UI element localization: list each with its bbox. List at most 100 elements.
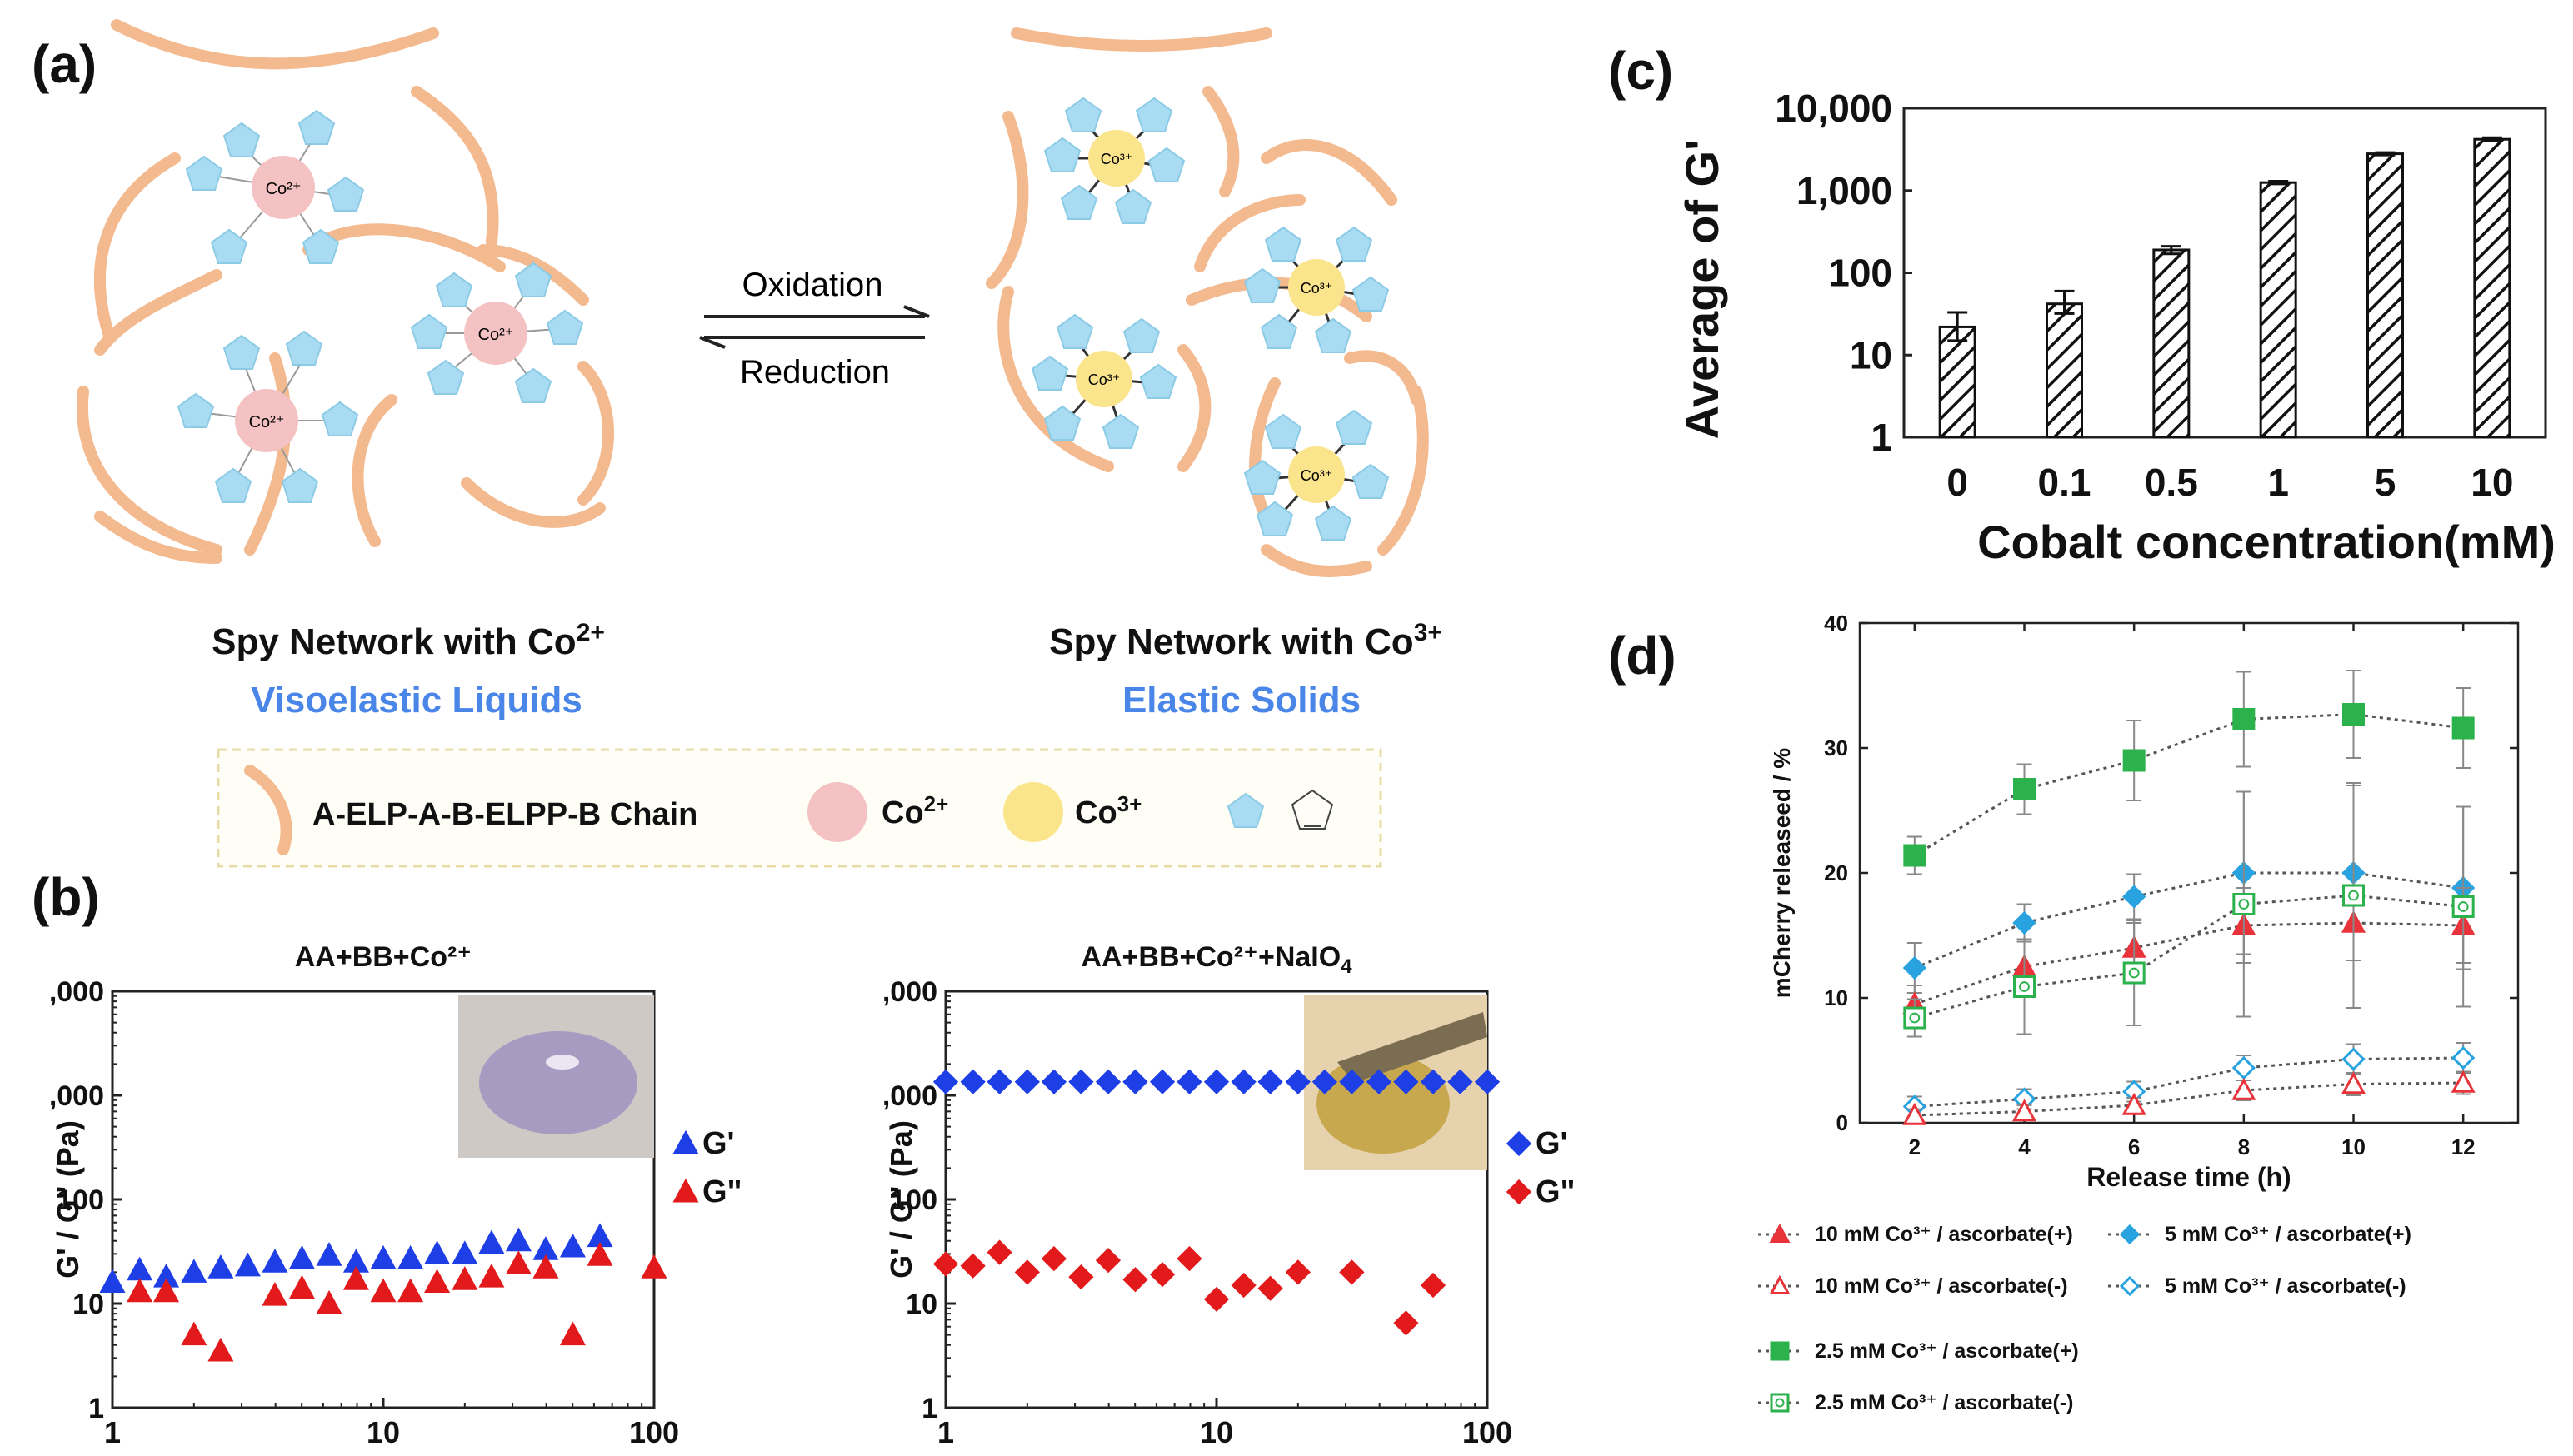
data-point (1177, 1245, 1202, 1272)
data-point-inner (2348, 890, 2359, 901)
data-point (1257, 1069, 1283, 1094)
tweezer (1337, 1012, 1487, 1083)
legend-marker (1506, 1179, 1532, 1205)
data-point (1122, 1069, 1148, 1094)
y-tick-label: 10 (1850, 333, 1892, 376)
data-point (2121, 1092, 2146, 1115)
data-point (397, 1244, 424, 1269)
co3-ion-label: Co³⁺ (1088, 371, 1121, 388)
y-tick-label: 10,000 (1775, 87, 1892, 130)
plot-frame (1858, 621, 2520, 1124)
series-g-double-prime (932, 1239, 1446, 1336)
data-point (1095, 1248, 1122, 1274)
data-point-box (2122, 961, 2146, 985)
gel-highlight (546, 1055, 579, 1070)
data-point (559, 1321, 586, 1346)
left-co2-center-1: Co²⁺ (186, 110, 364, 264)
data-point (960, 1069, 986, 1094)
data-point (960, 1253, 986, 1279)
gel-drop (479, 1031, 637, 1134)
legend-label: 10 mM Co³⁺ / ascorbate(+) (1815, 1223, 2073, 1246)
right-co3-center-3: Co³⁺ (1032, 314, 1177, 449)
y-tick-label: 100 (890, 1184, 937, 1216)
data-point (932, 1251, 959, 1277)
x-tick-label: 100 (629, 1415, 679, 1449)
right-co3-center-1: Co³⁺ (1044, 97, 1185, 224)
series-line (1914, 894, 2464, 1020)
legend-entry: 5 mM Co³⁺ / ascorbate(+) (2108, 1223, 2411, 1246)
data-point-box (2451, 716, 2475, 740)
data-point (1339, 1069, 1365, 1094)
legend-marker (1506, 1130, 1532, 1157)
x-axis-label: Cobalt concentration(mM) (1977, 516, 2556, 568)
data-point-inner (1909, 1012, 1921, 1024)
series-3 (1903, 782, 2475, 1038)
data-point (478, 1229, 505, 1254)
legend-marker (1770, 1341, 1790, 1361)
legend-label: G" (1536, 1174, 1576, 1209)
series-line (1914, 1081, 2464, 1117)
chart-title: AA+BB+Co²⁺+NaIO4 (1081, 941, 1352, 978)
data-point (2122, 749, 2146, 772)
data-point-box (1903, 844, 1926, 867)
series-line (1914, 1056, 2464, 1108)
data-point (2451, 895, 2475, 918)
data-point (1420, 1272, 1446, 1299)
data-point (1366, 1069, 1392, 1094)
data-point (1095, 1069, 1122, 1094)
series-g-prime (99, 1223, 613, 1294)
legend-label: 10 mM Co³⁺ / ascorbate(-) (1815, 1274, 2068, 1298)
y-tick-label: 1 (922, 1393, 937, 1424)
data-point (559, 1233, 586, 1258)
data-point (1203, 1069, 1230, 1094)
data-point (2122, 961, 2146, 985)
x-tick-label: 4 (2018, 1134, 2031, 1159)
oxidation-label: Oxidation (742, 267, 883, 303)
bar (2473, 137, 2511, 439)
data-point (505, 1250, 532, 1275)
legend-co2-label: Co2+ (882, 791, 948, 830)
error-bar (2268, 179, 2289, 186)
legend-entry: 10 mM Co³⁺ / ascorbate(-) (1758, 1274, 2068, 1298)
data-point (1447, 1069, 1473, 1094)
y-axis-label: G' / G" (Pa) (884, 1120, 918, 1279)
data-point (987, 1069, 1012, 1094)
data-point-box (2232, 708, 2256, 730)
data-point (2341, 1047, 2366, 1071)
data-point (1177, 1069, 1202, 1094)
plot-frame (1902, 107, 2547, 439)
data-point (1903, 1006, 1926, 1030)
y-tick-label: 1,000 (1796, 169, 1892, 212)
co2-ion-label: Co²⁺ (249, 413, 285, 431)
bar (2152, 248, 2191, 439)
co2-ion-label: Co²⁺ (478, 326, 514, 344)
y-tick-label: 10,000 (883, 976, 937, 1008)
left-co2-center-2: Co²⁺ (411, 262, 583, 403)
data-point (1041, 1245, 1067, 1272)
series-1 (1902, 785, 2476, 994)
series-g-double-prime (127, 1242, 667, 1362)
co3-legend-icon (1003, 782, 1063, 842)
chart-c: 1 10 100 1,000 10,000 0 0.1 0.5 1 5 10 Cobalt conce… (1676, 87, 2556, 568)
data-point (1903, 844, 1926, 867)
reduction-label: Reduction (740, 354, 890, 391)
series-g-prime (932, 1069, 1501, 1094)
data-point (1122, 1267, 1148, 1293)
legend-entry: G" (1506, 1174, 1576, 1209)
data-point (127, 1256, 153, 1281)
data-point (1203, 1286, 1230, 1312)
data-point (1339, 1259, 1365, 1285)
y-tick-label: 10 (72, 1289, 104, 1320)
error-bar (2161, 245, 2181, 256)
redox-arrows: Oxidation Reduction (699, 267, 930, 391)
y-tick-label: 100 (1828, 252, 1892, 295)
right-network-chains (986, 27, 1429, 577)
y-tick-label: 10 (1824, 985, 1848, 1010)
data-point (1902, 1102, 1927, 1125)
x-tick-label: 5 (2375, 461, 2396, 504)
x-axis-label: Release time (h) (2086, 1162, 2291, 1192)
data-point (932, 1069, 959, 1094)
legend-marker-inner (1775, 1398, 1785, 1408)
data-point (587, 1242, 613, 1266)
legend-entry: 2.5 mM Co³⁺ / ascorbate(+) (1758, 1339, 2079, 1363)
